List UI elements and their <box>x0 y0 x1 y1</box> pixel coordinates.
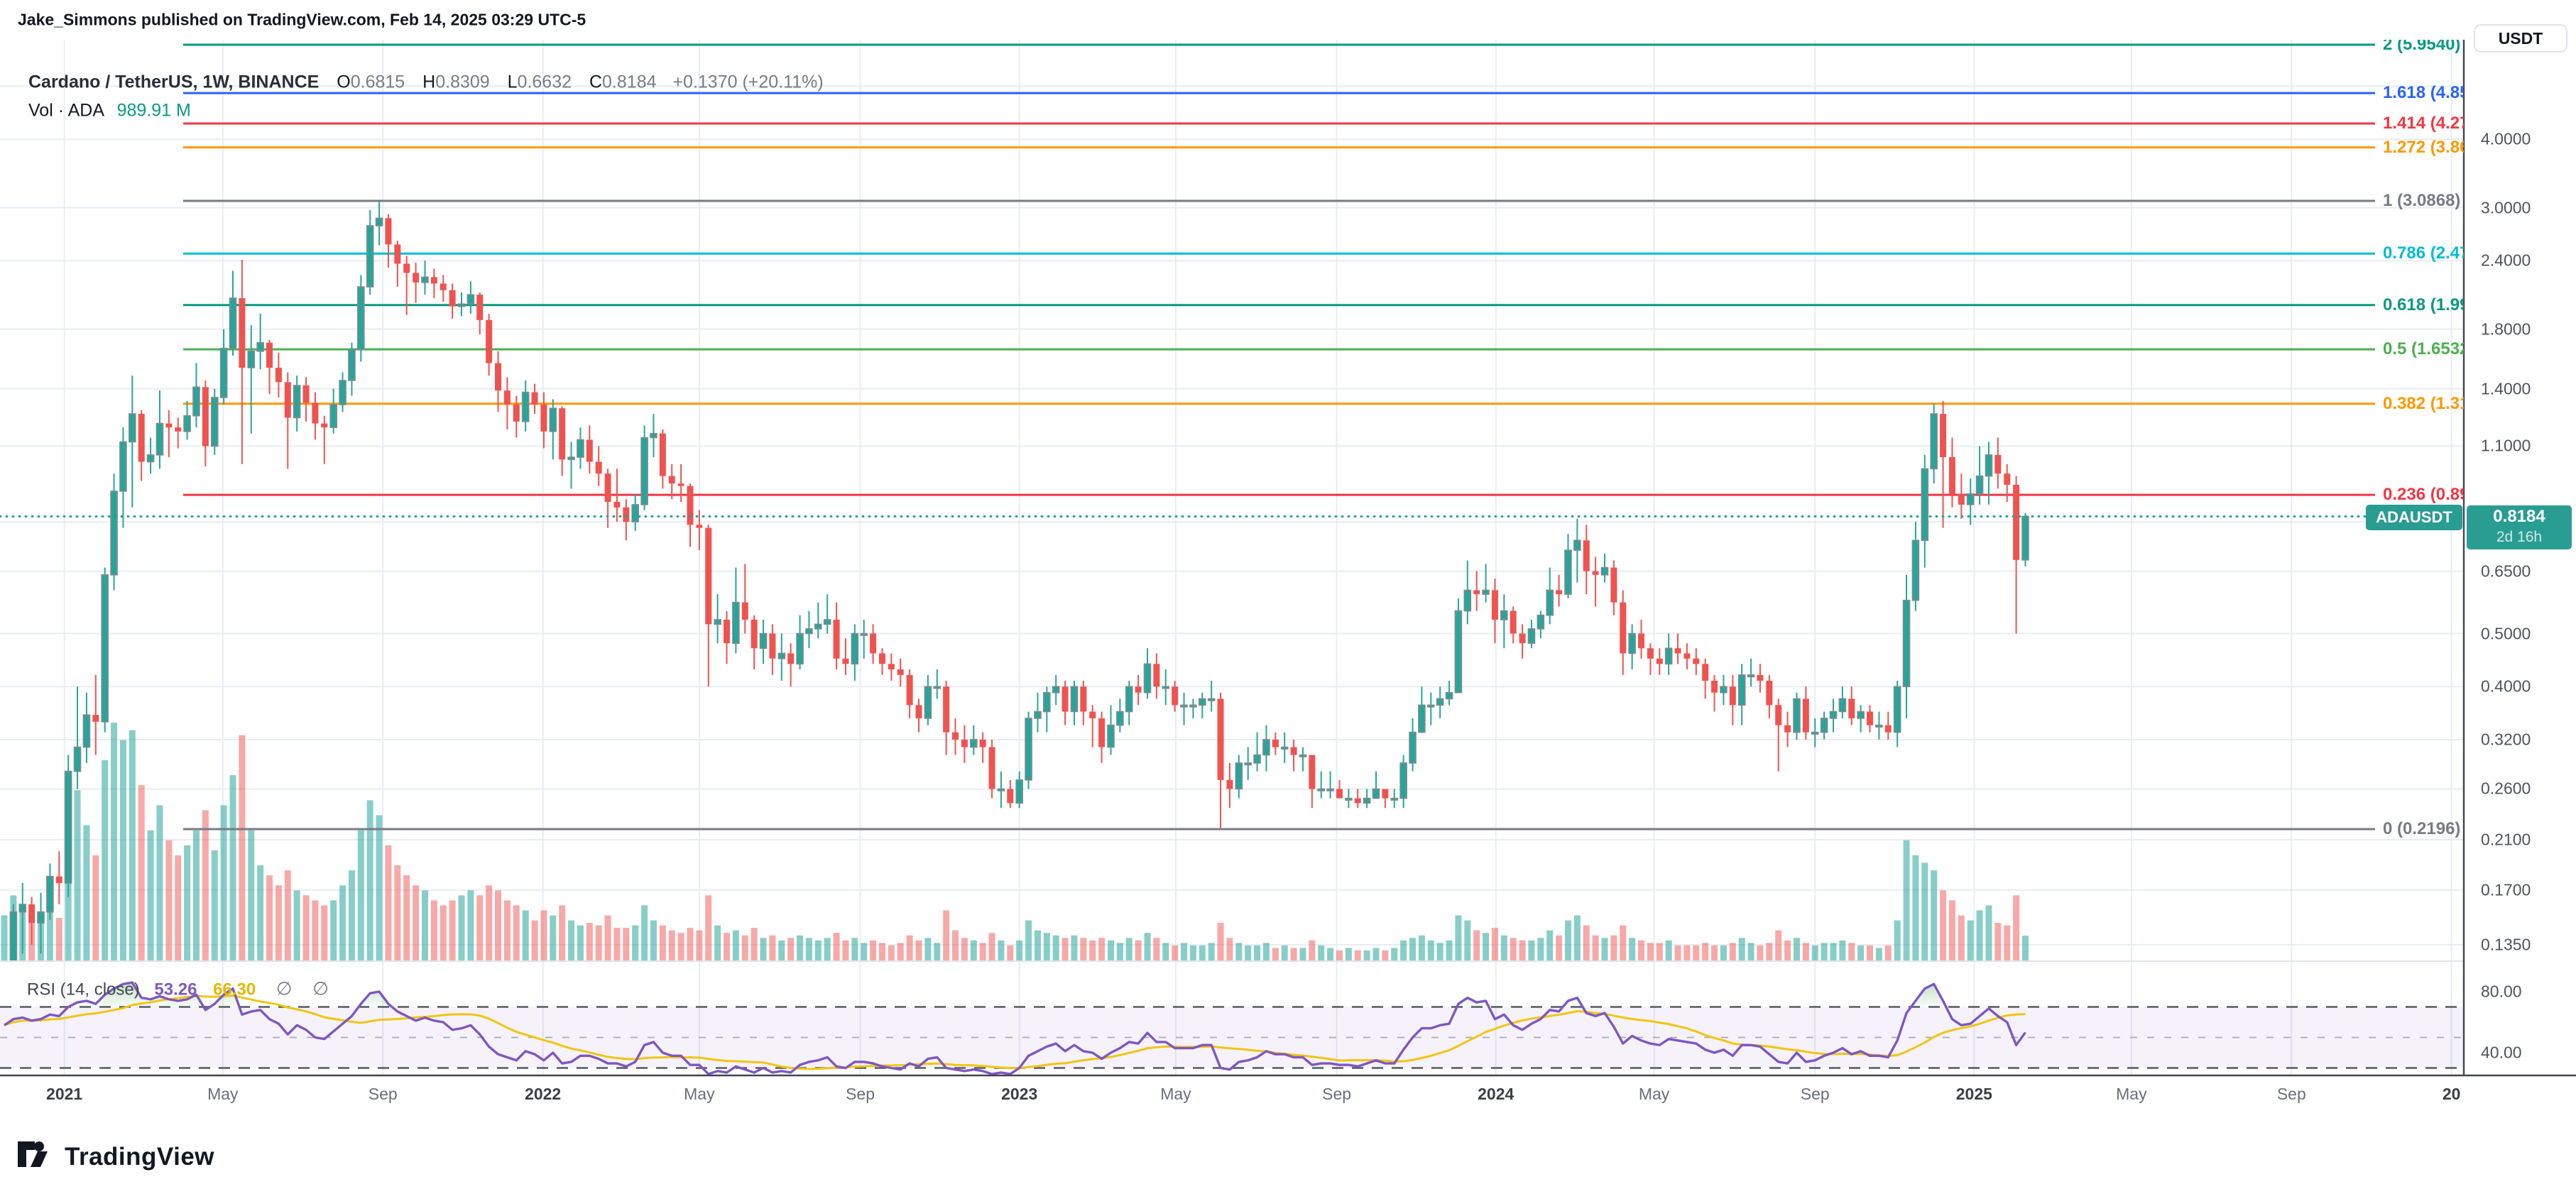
low-label: L <box>507 72 518 92</box>
fib-level-label: 1.414 (4.2738) <box>2383 114 2464 133</box>
currency-toggle-button[interactable]: USDT <box>2474 24 2567 53</box>
rsi-legend[interactable]: RSI (14, close) 53.26 66.30 ∅ ∅ <box>27 978 329 1000</box>
time-axis-label[interactable]: May <box>207 1085 239 1103</box>
fib-level-label: 0.382 (1.3149) <box>2383 393 2464 413</box>
tradingview-footer[interactable]: TradingView <box>18 1141 214 1173</box>
time-axis-label[interactable]: Sep <box>368 1085 398 1103</box>
time-axis-label[interactable]: Sep <box>2276 1085 2306 1103</box>
open-value: 0.6815 <box>350 72 405 92</box>
time-axis-label[interactable]: 2024 <box>1478 1085 1515 1103</box>
time-axis-label[interactable]: May <box>1160 1085 1191 1103</box>
time-axis-label[interactable]: Sep <box>846 1085 875 1103</box>
time-axis-label[interactable]: May <box>2116 1085 2147 1103</box>
price-axis-label: 0.3200 <box>2481 730 2531 749</box>
rsi-pane <box>0 981 2464 1075</box>
fib-level-label: 2 (5.9540) <box>2383 40 2461 55</box>
time-axis-label[interactable]: 20 <box>2442 1085 2461 1103</box>
rsi-value: 53.26 <box>154 980 197 999</box>
time-axis-label[interactable]: 2023 <box>1001 1085 1038 1103</box>
rsi-axis-label: 80.00 <box>2481 982 2522 1001</box>
price-axis-label: 2.4000 <box>2481 251 2531 270</box>
volume-label: Vol · ADA <box>28 100 104 121</box>
time-axis-label[interactable]: 2025 <box>1955 1085 1992 1103</box>
rsi-ma-value: 66.30 <box>213 980 256 999</box>
attribution-bar: Jake_Simmons published on TradingView.co… <box>0 0 2576 40</box>
price-axis-label: 0.2600 <box>2481 779 2531 798</box>
price-axis-label: 3.0000 <box>2481 198 2531 217</box>
fib-level-label: 0.618 (1.9915) <box>2383 295 2464 314</box>
symbol-price-flag: ADAUSDT <box>2366 504 2462 530</box>
fib-retracement-lines[interactable] <box>183 43 2375 831</box>
time-axis-label[interactable]: May <box>684 1085 715 1103</box>
time-axis-label[interactable]: Sep <box>1322 1085 1352 1103</box>
symbol-title: Cardano / TetherUS, 1W, BINANCE <box>28 72 320 92</box>
bar-countdown: 2d 16h <box>2496 528 2543 545</box>
low-value: 0.6632 <box>517 72 572 92</box>
fib-level-label: 1 (3.0868) <box>2383 191 2461 210</box>
price-axis-label: 0.1700 <box>2481 880 2531 899</box>
price-axis-label: 0.5000 <box>2481 624 2531 642</box>
time-axis-label[interactable]: 2021 <box>46 1085 83 1103</box>
time-axis-label[interactable]: Sep <box>1800 1085 1830 1103</box>
price-axis-label: 0.6500 <box>2481 561 2531 581</box>
symbol-legend[interactable]: Cardano / TetherUS, 1W, BINANCE O0.6815 … <box>28 72 824 93</box>
empty-set-icon: ∅ <box>312 977 329 999</box>
high-value: 0.8309 <box>435 72 490 92</box>
price-axis-label: 1.4000 <box>2481 379 2531 398</box>
volume-legend[interactable]: Vol · ADA 989.91 M <box>28 101 191 121</box>
time-axis-label[interactable]: May <box>1638 1085 1670 1103</box>
close-label: C <box>589 72 603 92</box>
empty-set-icon: ∅ <box>275 977 293 999</box>
price-axis-label: 1.8000 <box>2481 319 2531 339</box>
attribution-text: Jake_Simmons published on TradingView.co… <box>18 10 586 29</box>
tradingview-wordmark: TradingView <box>65 1143 215 1171</box>
open-label: O <box>337 72 351 92</box>
price-axis-label: 4.0000 <box>2481 129 2531 148</box>
last-price-value: 0.8184 <box>2493 506 2545 526</box>
close-value: 0.8184 <box>602 72 657 92</box>
rsi-line <box>4 981 2026 1075</box>
high-label: H <box>422 72 436 92</box>
price-axis-label: 0.4000 <box>2481 676 2531 696</box>
rsi-axis-label: 40.00 <box>2481 1043 2522 1062</box>
volume-value: 989.91 M <box>116 100 191 121</box>
candlesticks <box>9 201 2029 960</box>
fib-level-label: 0.786 (2.4732) <box>2383 243 2464 263</box>
time-axis-label[interactable]: 2022 <box>525 1085 562 1103</box>
price-axis-label: 0.2100 <box>2481 830 2531 849</box>
fib-level-label: 0.5 (1.6532) <box>2383 339 2464 359</box>
rsi-ma-line <box>4 995 2026 1070</box>
fib-level-label: 1.272 (3.8666) <box>2383 137 2464 157</box>
tradingview-logo-icon <box>18 1141 48 1167</box>
fib-level-label: 0 (0.2196) <box>2383 819 2461 838</box>
pane-labels-layer: 2 (5.9540) 1.618 (4.8587) 1.414 (4.2738) 1.… <box>0 40 2464 1075</box>
rsi-title: RSI (14, close) <box>27 980 140 999</box>
fib-level-label: 1.618 (4.8587) <box>2383 83 2464 103</box>
last-price-axis-badge: 0.8184 2d 16h <box>2467 505 2572 549</box>
fib-level-label: 0.236 (0.8963) <box>2383 485 2464 505</box>
price-axis-label: 1.1000 <box>2481 436 2531 455</box>
change-value: +0.1370 (+20.11%) <box>672 72 824 92</box>
price-axis-label: 0.1350 <box>2481 935 2531 954</box>
